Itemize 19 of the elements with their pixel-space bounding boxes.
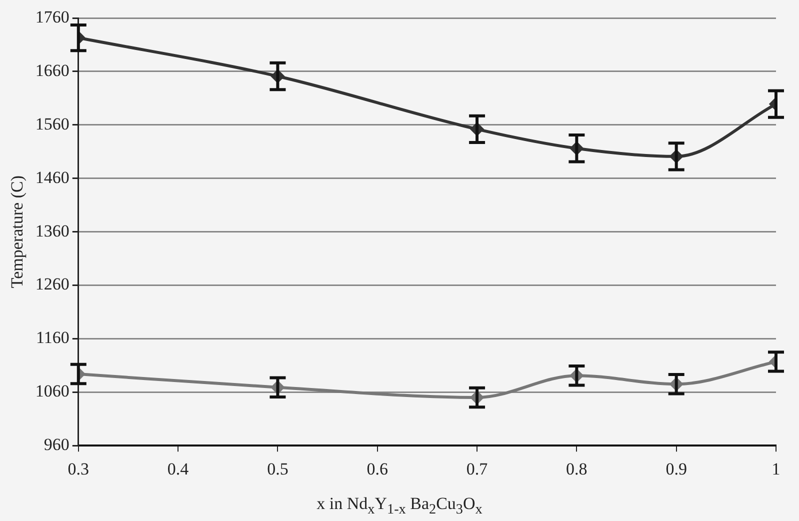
x-tick-label: 0.8 bbox=[566, 459, 588, 478]
x-tick-label: 0.5 bbox=[267, 459, 288, 478]
x-tick-label: 0.4 bbox=[167, 459, 190, 478]
x-tick-label: 0.9 bbox=[666, 459, 687, 478]
text: x in Nd$_{x}$Y$_{1-x}$ Ba$_{2}$Cu$_{3}$O$_{x}$ bbox=[316, 494, 482, 518]
y-tick-label: 1360 bbox=[35, 221, 70, 240]
y-tick-label: 1560 bbox=[35, 114, 70, 134]
y-tick-label: 1060 bbox=[35, 382, 70, 401]
x-tick-label: 0.7 bbox=[466, 459, 488, 478]
y-tick-label: 1760 bbox=[35, 7, 70, 26]
y-tick-label: 1460 bbox=[35, 168, 70, 187]
x-tick-label: 0.3 bbox=[68, 459, 90, 478]
y-axis-title: Temperature (C) bbox=[8, 176, 27, 288]
y-tick-label: 1160 bbox=[36, 328, 70, 348]
y-tick-label: 1660 bbox=[35, 60, 70, 80]
x-tick-label: 0.6 bbox=[366, 459, 388, 478]
y-tick-label: 960 bbox=[44, 435, 70, 454]
x-tick-label: 1 bbox=[772, 459, 780, 478]
y-tick-label: 1260 bbox=[35, 274, 70, 294]
